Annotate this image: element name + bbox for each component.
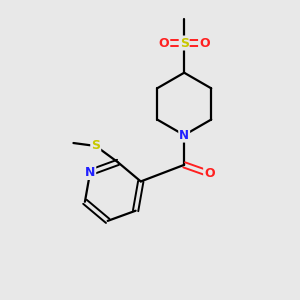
Text: S: S — [91, 140, 100, 152]
Text: O: O — [199, 37, 210, 50]
Text: O: O — [204, 167, 215, 180]
Text: N: N — [85, 166, 95, 179]
Text: S: S — [180, 37, 189, 50]
Text: N: N — [179, 129, 189, 142]
Text: O: O — [159, 37, 169, 50]
